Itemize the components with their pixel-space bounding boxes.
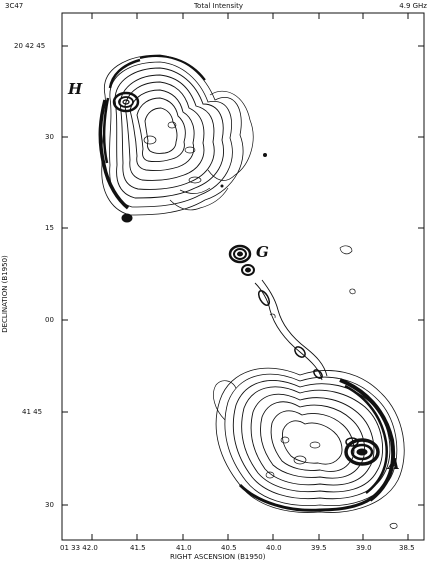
y-ticks: [62, 45, 424, 506]
noise-dot: [263, 153, 267, 157]
x-tick-label: 41.0: [176, 544, 192, 552]
y-tick-label: 20 42 45: [14, 42, 46, 50]
frequency-label: 4.9 GHz: [399, 2, 427, 10]
y-tick-label: 15: [45, 224, 54, 232]
x-tick-label: 01 33 42.0: [60, 544, 98, 552]
x-tick-label: 41.5: [130, 544, 146, 552]
core-jet-contours: [228, 244, 356, 381]
x-tick-label: 39.5: [311, 544, 327, 552]
label-a: A: [388, 455, 400, 473]
x-tick-label: 38.5: [399, 544, 415, 552]
plot-frame: [61, 12, 425, 541]
noise-dot: [220, 184, 224, 188]
x-tick-label: 40.0: [266, 544, 282, 552]
label-g: G: [256, 243, 269, 261]
y-tick-label: 00: [45, 316, 54, 324]
lobe-h-contours: [98, 54, 254, 223]
label-h: H: [68, 80, 83, 98]
source-name: 3C47: [5, 2, 24, 10]
x-tick-label: 39.0: [356, 544, 372, 552]
x-axis-title: RIGHT ASCENSION (B1950): [170, 553, 266, 561]
lobe-a-contours: [213, 367, 405, 529]
x-ticks: [91, 13, 409, 540]
y-tick-label: 41 45: [22, 408, 43, 416]
x-tick-label: 40.5: [221, 544, 237, 552]
map-title: Total Intensity: [193, 2, 244, 10]
y-tick-label: 30: [45, 501, 54, 509]
y-tick-label: 30: [45, 133, 54, 141]
y-axis-title: DECLINATION (B1950): [1, 255, 9, 333]
